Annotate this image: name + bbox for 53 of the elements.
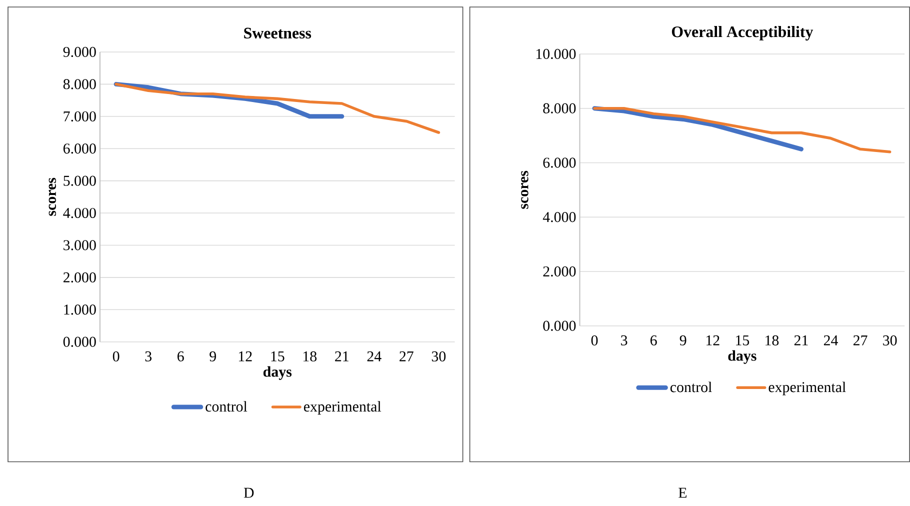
y-tick-label: 8.000 <box>63 79 96 90</box>
chart-title: Sweetness <box>244 28 312 39</box>
x-tick-label: 3 <box>145 351 152 362</box>
legend-label: experimental <box>304 401 382 415</box>
y-axis-title: scores <box>521 171 528 209</box>
y-tick-label: 0.000 <box>63 336 96 348</box>
x-tick-label: 21 <box>794 335 808 346</box>
x-tick-label: 9 <box>680 335 686 346</box>
x-tick-label: 12 <box>238 351 252 362</box>
x-tick-label: 15 <box>271 351 284 362</box>
y-tick-label: 1.000 <box>64 304 96 315</box>
x-tick-label: 12 <box>706 335 720 346</box>
y-tick-label: 0.000 <box>543 320 576 332</box>
x-tick-label: 0 <box>112 351 120 362</box>
x-tick-label: 24 <box>367 351 382 362</box>
x-tick-label: 27 <box>853 335 868 346</box>
text: D <box>244 488 254 498</box>
y-tick-label: 4.000 <box>63 208 96 218</box>
y-tick-label: 2.000 <box>63 272 96 283</box>
y-tick-label: 6.000 <box>543 158 576 168</box>
x-axis-title: days <box>263 366 292 380</box>
x-tick-label: 18 <box>766 335 779 346</box>
line-series <box>592 106 804 152</box>
text: E <box>678 488 687 498</box>
y-tick-label: 4.000 <box>542 212 576 222</box>
x-tick-label: 0 <box>591 335 598 346</box>
line-series <box>114 82 440 134</box>
x-tick-label: 15 <box>736 335 750 346</box>
legend-label: experimental <box>768 382 846 396</box>
y-tick-label: 2.000 <box>543 266 576 277</box>
x-tick-label: 30 <box>432 351 446 362</box>
y-tick-label: 9.000 <box>63 47 96 58</box>
chart-title: Overall Acceptibility <box>672 26 814 41</box>
x-tick-label: 9 <box>210 351 216 362</box>
x-tick-label: 6 <box>178 351 184 362</box>
x-tick-label: 30 <box>883 335 897 346</box>
line-series <box>593 107 892 154</box>
x-tick-label: 27 <box>400 351 414 362</box>
y-tick-label: 7.000 <box>64 111 96 122</box>
y-tick-label: 5.000 <box>64 176 96 186</box>
y-tick-label: 8.000 <box>543 103 576 114</box>
legend-label: control <box>670 382 712 392</box>
x-tick-label: 21 <box>335 351 348 362</box>
x-tick-label: 24 <box>824 335 838 346</box>
y-axis-title: scores <box>48 178 56 216</box>
y-tick-label: 10.000 <box>536 49 576 60</box>
legend-label: control <box>206 401 248 412</box>
x-tick-label: 6 <box>650 335 657 346</box>
x-tick-label: 3 <box>621 335 628 346</box>
x-axis-title: days <box>728 350 756 364</box>
x-tick-label: 18 <box>303 351 317 362</box>
y-tick-label: 6.000 <box>63 144 96 154</box>
y-tick-label: 3.000 <box>64 240 96 250</box>
